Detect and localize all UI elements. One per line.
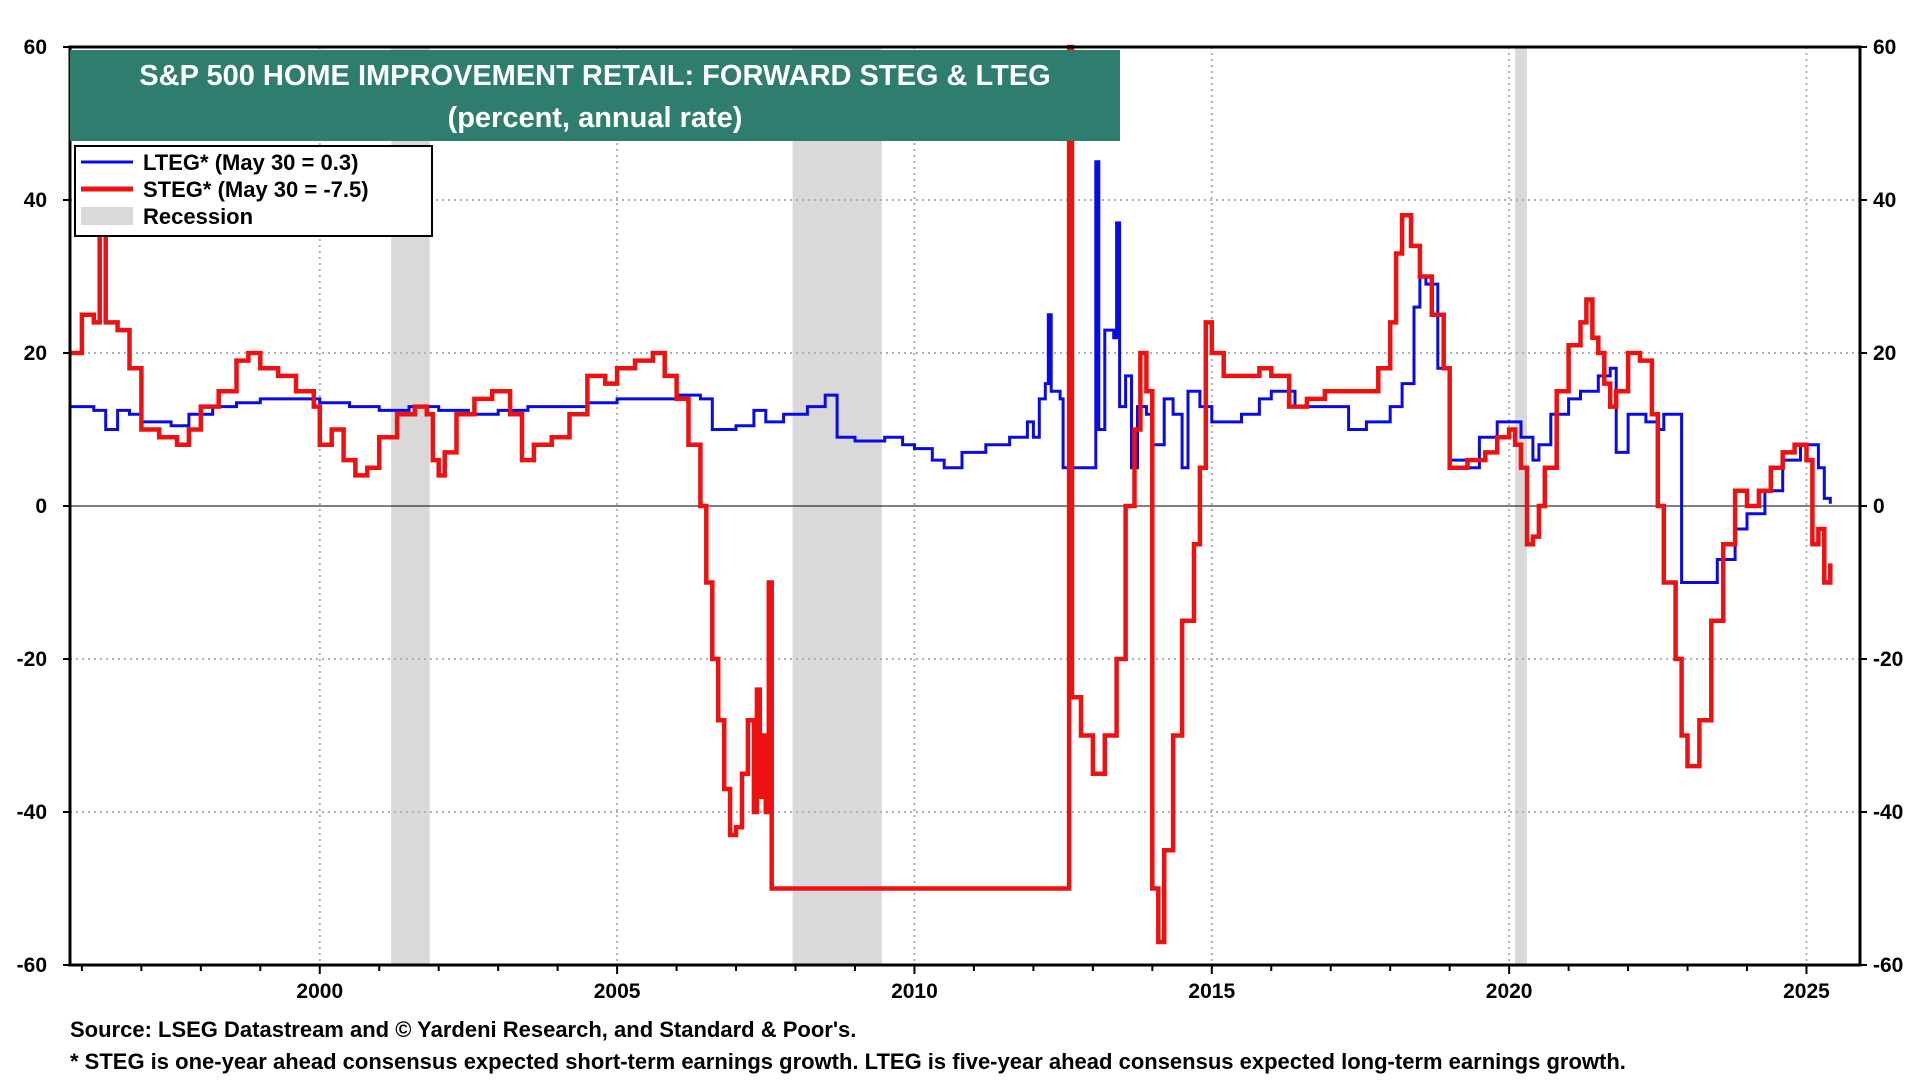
y-tick-left--40: -40 [17, 801, 47, 824]
legend-steg-label: STEG* (May 30 = -7.5) [143, 177, 369, 202]
series-lteg [70, 160, 1832, 584]
chart-title: S&P 500 HOME IMPROVEMENT RETAIL: FORWARD… [139, 60, 1050, 92]
y-tick-left-60: 60 [24, 36, 47, 59]
y-tick-left-40: 40 [24, 189, 47, 212]
x-tick-2015: 2015 [1188, 980, 1235, 1003]
y-tick-right-60: 60 [1873, 36, 1896, 59]
x-tick-2000: 2000 [296, 980, 343, 1003]
gridlines [70, 47, 1860, 965]
legend: LTEG* (May 30 = 0.3) STEG* (May 30 = -7.… [74, 145, 433, 237]
y-tick-right-20: 20 [1873, 342, 1896, 365]
y-tick-left-20: 20 [24, 342, 47, 365]
y-tick-right--40: -40 [1873, 801, 1903, 824]
chart-subtitle: (percent, annual rate) [448, 102, 743, 134]
x-tick-2025: 2025 [1783, 980, 1830, 1003]
y-tick-left--60: -60 [17, 954, 47, 977]
y-tick-right--60: -60 [1873, 954, 1903, 977]
x-tick-2005: 2005 [594, 980, 641, 1003]
y-tick-left-0: 0 [35, 495, 47, 518]
y-tick-right-40: 40 [1873, 189, 1896, 212]
y-tick-right--20: -20 [1873, 648, 1903, 671]
series-steg [70, 44, 1833, 945]
y-tick-left--20: -20 [17, 648, 47, 671]
footnote: * STEG is one-year ahead consensus expec… [70, 1049, 1626, 1074]
series [70, 44, 1833, 945]
title-background [70, 50, 1120, 141]
legend-lteg-label: LTEG* (May 30 = 0.3) [143, 150, 358, 175]
x-tick-2020: 2020 [1486, 980, 1533, 1003]
x-tick-2010: 2010 [891, 980, 938, 1003]
legend-recession-label: Recession [143, 204, 253, 229]
y-tick-right-0: 0 [1873, 495, 1885, 518]
legend-box [74, 145, 433, 237]
title-box: S&P 500 HOME IMPROVEMENT RETAIL: FORWARD… [70, 50, 1120, 141]
source-note: Source: LSEG Datastream and © Yardeni Re… [70, 1017, 857, 1042]
legend-recession-swatch [81, 207, 133, 225]
